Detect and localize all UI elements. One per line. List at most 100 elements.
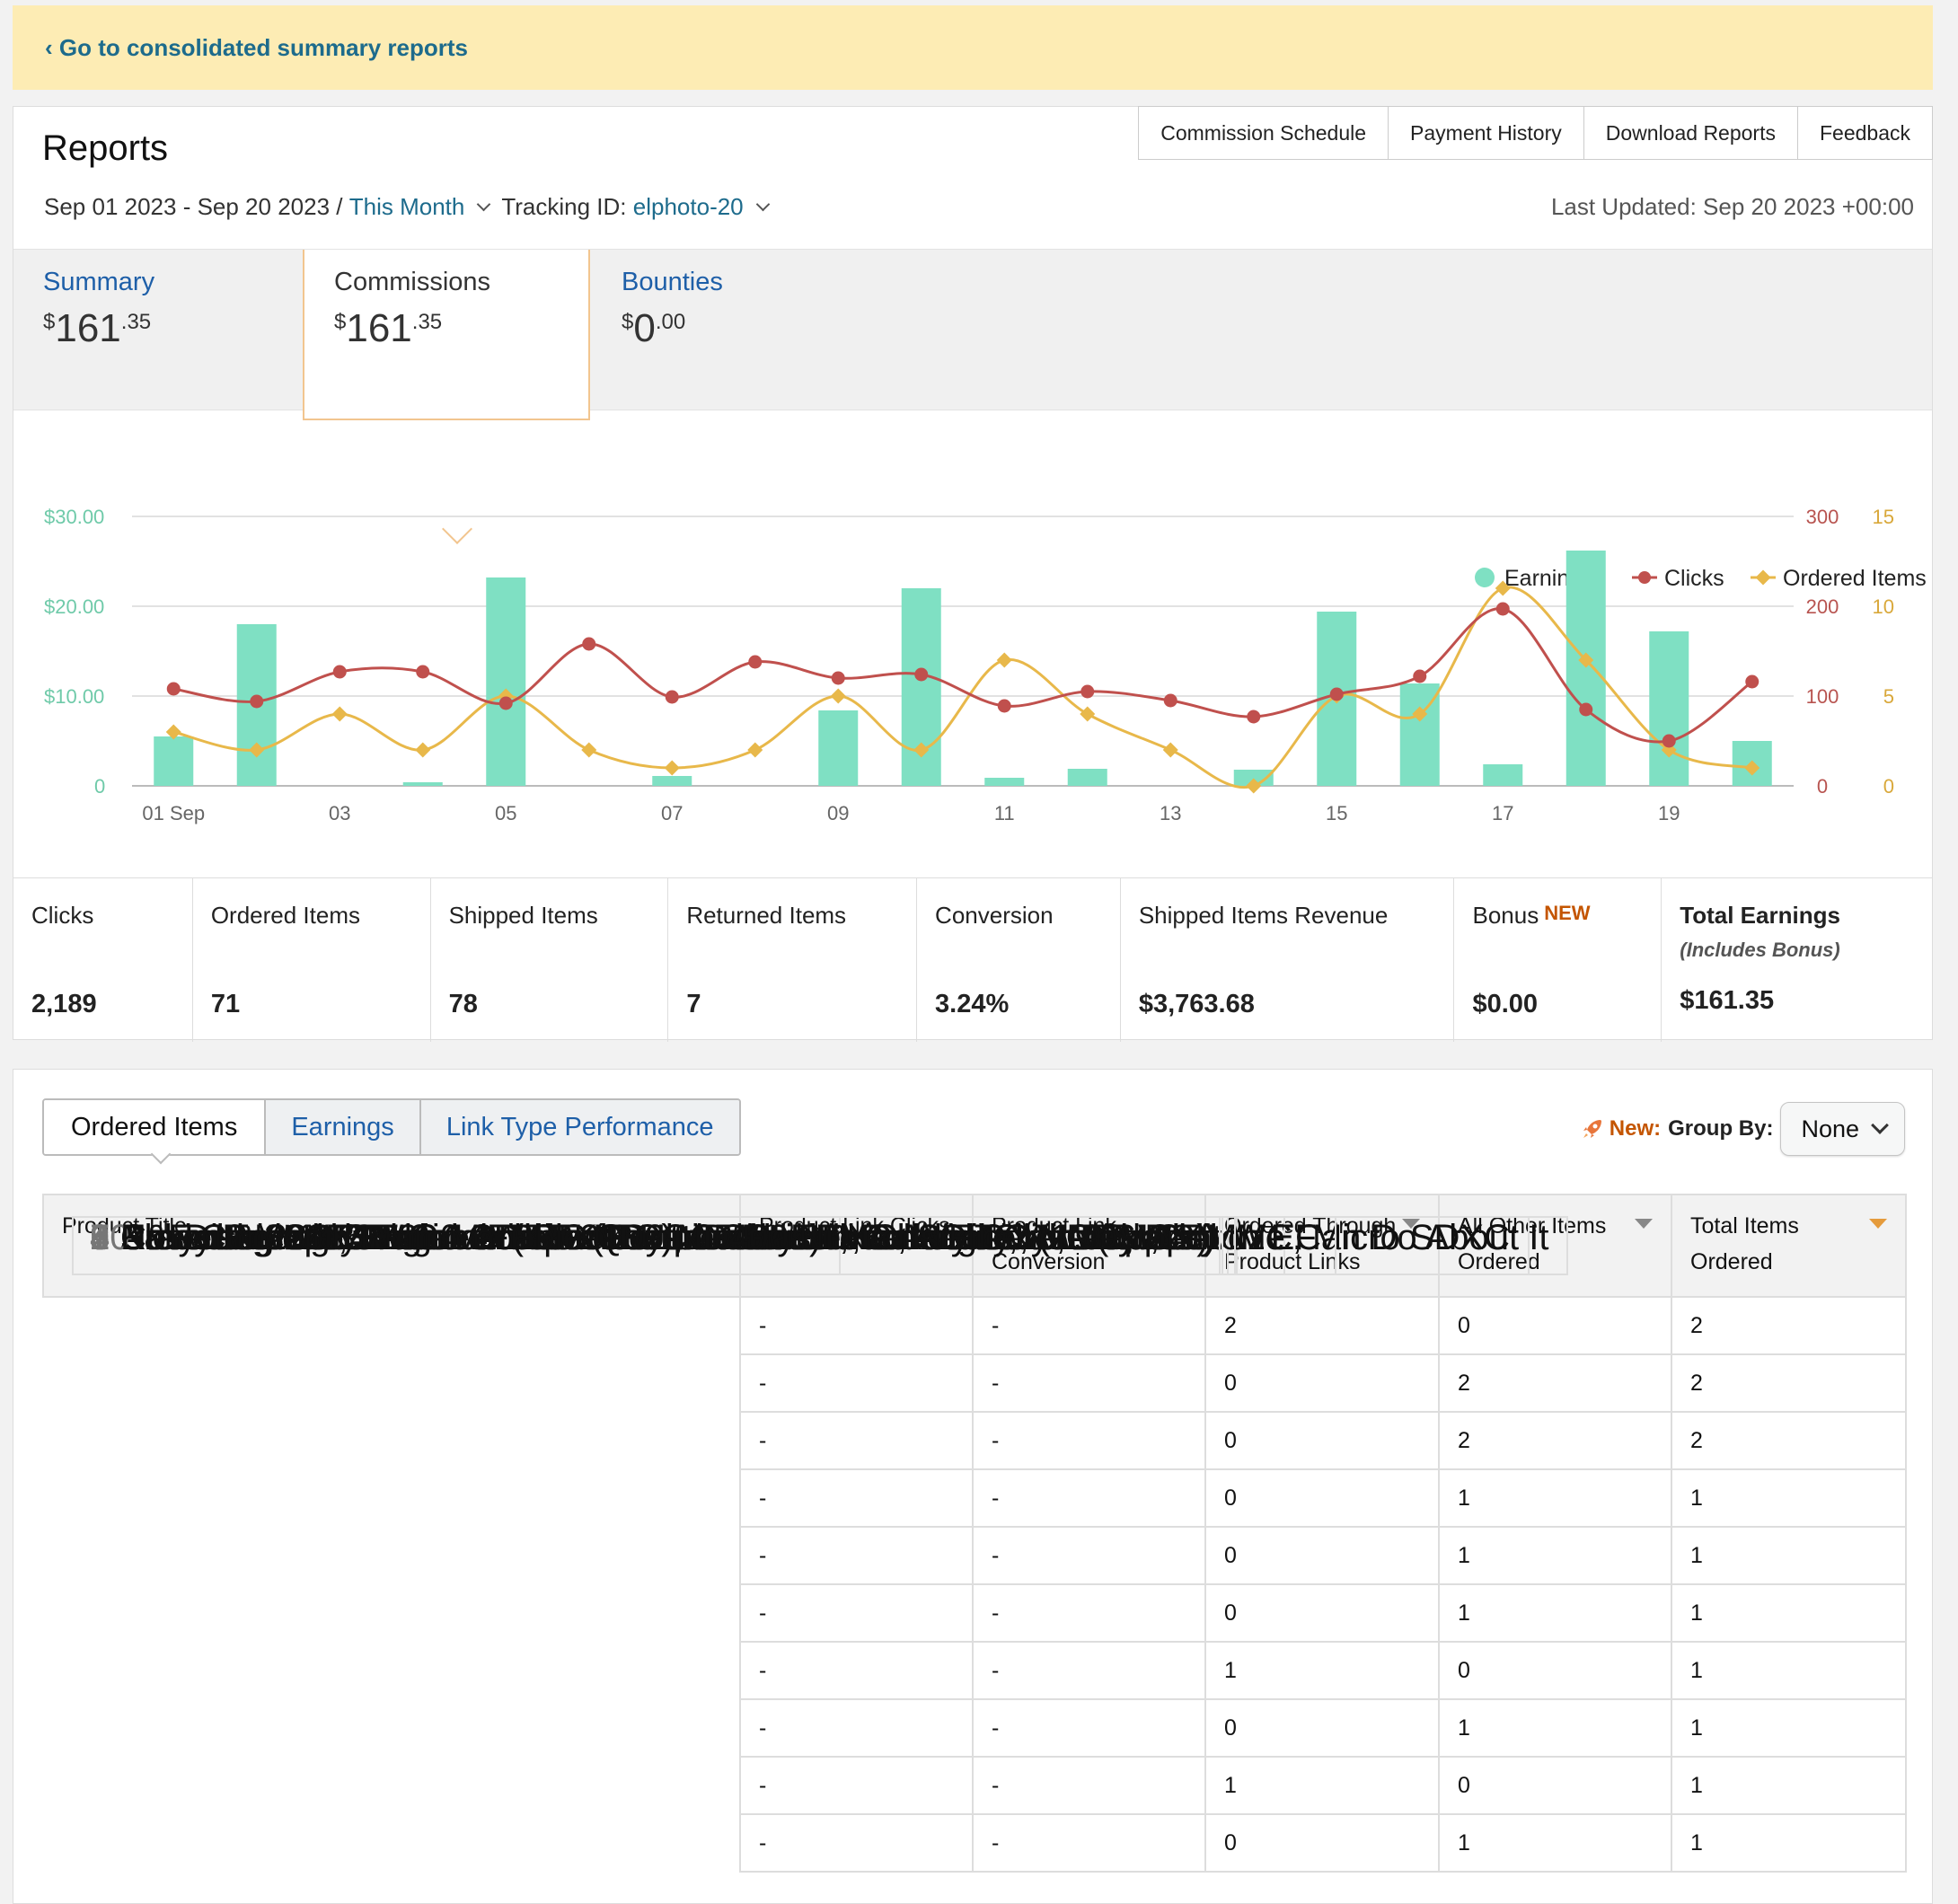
y-left-tick: $10.00	[44, 685, 104, 708]
cell-product-title[interactable]: 10K&F Concept 67mm Variable ND2-ND400 ND…	[72, 1216, 1236, 1275]
x-tick: 15	[1326, 802, 1347, 824]
legend-ordered-items[interactable]: Ordered Items	[1783, 566, 1927, 591]
y-right-ordered-tick: 15	[1873, 506, 1894, 528]
cell-link-conversion: -	[972, 1526, 1206, 1585]
tracking-id-selector[interactable]: elphoto-20	[632, 193, 744, 220]
sort-icon[interactable]	[1402, 1219, 1420, 1229]
clicks-point	[1579, 702, 1593, 717]
clicks-point	[166, 682, 181, 696]
cell-link-conversion: -	[972, 1756, 1206, 1815]
cell-total-items: 2	[1671, 1296, 1907, 1355]
product-title-link[interactable]: K&F Concept 67mm Variable ND2-ND400 ND L…	[120, 1218, 1216, 1257]
y-left-tick: 0	[94, 775, 105, 798]
cell-other-items: 2	[1438, 1411, 1672, 1470]
cell-total-items: 2	[1671, 1353, 1907, 1413]
col-total-items-ordered[interactable]: Total Items Ordered	[1671, 1194, 1907, 1298]
row-number: 5	[90, 1218, 110, 1257]
col-product-link-clicks[interactable]: Product Link Clicks	[739, 1194, 974, 1298]
cell-link-clicks: -	[739, 1698, 974, 1758]
metric-total-earnings: Total Earnings (Includes Bonus) $161.35	[1680, 902, 1840, 1015]
commission-schedule-button[interactable]: Commission Schedule	[1138, 106, 1389, 160]
tab-link-type-performance[interactable]: Link Type Performance	[419, 1100, 739, 1154]
cell-link-clicks: -	[739, 1526, 974, 1585]
legend-clicks[interactable]: Clicks	[1664, 566, 1724, 591]
earnings-bar	[1483, 764, 1523, 786]
ordered-items-point	[331, 706, 348, 722]
col-all-other-items[interactable]: All Other Items Ordered	[1438, 1194, 1672, 1298]
tab-commissions[interactable]: Commissions $161.35	[303, 250, 590, 420]
clicks-point	[1495, 602, 1510, 616]
row-number: 3	[90, 1218, 110, 1257]
y-right-clicks-tick: 0	[1817, 775, 1828, 798]
clicks-point	[1413, 669, 1427, 683]
bounties-amount: $0.00	[622, 306, 686, 350]
clicks-point	[831, 671, 845, 685]
tab-commissions-label: Commissions	[334, 268, 491, 296]
col-product-link-conversion[interactable]: Product Link Conversion	[972, 1194, 1206, 1298]
chevron-down-icon[interactable]	[755, 197, 770, 212]
tab-bounties-label: Bounties	[622, 268, 723, 296]
cell-link-conversion: -	[972, 1296, 1206, 1355]
cell-ordered-through: 2	[1204, 1296, 1440, 1355]
consolidated-banner: ‹ Go to consolidated summary reports	[13, 5, 1933, 90]
table-row: 6 Aleene's 23473 Fabric Fusion Permanent …	[43, 1216, 1907, 1643]
y-left-tick: $30.00	[44, 506, 104, 528]
ordered-items-point	[415, 742, 431, 758]
cell-total-items: 2	[1671, 1411, 1907, 1470]
rocket-icon	[1583, 1120, 1601, 1138]
group-by-select[interactable]: None	[1780, 1102, 1905, 1156]
download-reports-button[interactable]: Download Reports	[1583, 106, 1798, 160]
row-number: 8	[90, 1218, 110, 1257]
cell-ordered-through: 0	[1204, 1583, 1440, 1643]
earnings-bar	[486, 577, 526, 786]
payment-history-button[interactable]: Payment History	[1389, 106, 1584, 160]
tab-ordered-items[interactable]: Ordered Items	[44, 1100, 265, 1154]
ordered-items-point	[165, 724, 181, 740]
feedback-button[interactable]: Feedback	[1797, 106, 1933, 160]
cell-total-items: 1	[1671, 1526, 1907, 1585]
x-tick: 19	[1658, 802, 1680, 824]
earnings-bar	[154, 736, 194, 786]
back-to-consolidated-link[interactable]: ‹ Go to consolidated summary reports	[45, 33, 468, 61]
cell-link-conversion: -	[972, 1698, 1206, 1758]
cell-ordered-through: 0	[1204, 1411, 1440, 1470]
tab-summary-label: Summary	[43, 268, 155, 296]
tab-earnings[interactable]: Earnings	[264, 1100, 419, 1154]
period-selector[interactable]: This Month	[348, 193, 465, 220]
cell-ordered-through: 0	[1204, 1813, 1440, 1873]
reports-panel: Reports Commission Schedule Payment Hist…	[13, 106, 1933, 1042]
chevron-down-icon[interactable]	[477, 197, 491, 212]
metric-returned-items: Returned Items 7	[668, 878, 918, 1042]
ordered-items-point	[581, 742, 597, 758]
cell-link-conversion: -	[972, 1353, 1206, 1413]
cell-link-clicks: -	[739, 1296, 974, 1355]
earnings-bar	[984, 778, 1025, 786]
legend-clicks-icon	[1638, 571, 1651, 584]
metric-clicks: Clicks 2,189	[13, 878, 193, 1042]
ordered-items-point	[664, 760, 680, 776]
clicks-point	[1329, 687, 1344, 701]
metric-shipped-revenue: Shipped Items Revenue $3,763.68	[1121, 878, 1455, 1042]
y-right-ordered-tick: 10	[1873, 595, 1894, 618]
ordered-items-table: Product Title Product Link Clicks Produc…	[42, 1194, 1907, 1873]
tab-bounties[interactable]: Bounties $0.00	[592, 250, 879, 411]
sort-icon[interactable]	[1635, 1219, 1653, 1229]
legend-ordered-icon	[1755, 569, 1771, 586]
ordered-items-point	[249, 742, 265, 758]
cell-ordered-through: 1	[1204, 1756, 1440, 1815]
summary-amount: $161.35	[43, 306, 152, 350]
x-tick: 01 Sep	[142, 802, 205, 824]
summary-tabs: Summary $161.35 Commissions $161.35 Boun…	[13, 249, 1932, 420]
table-header-row: Product Title Product Link Clicks Produc…	[42, 1194, 1907, 1298]
earnings-bar	[1067, 769, 1107, 786]
sort-active-icon[interactable]	[1869, 1219, 1887, 1229]
clicks-point	[665, 690, 679, 704]
cell-other-items: 1	[1438, 1698, 1672, 1758]
tab-summary[interactable]: Summary $161.35	[13, 250, 301, 411]
table-row: 4 Never Enough: When Achievement Culture …	[43, 1216, 1907, 1528]
earnings-bar	[402, 782, 443, 786]
legend-earnings-icon	[1475, 568, 1495, 587]
col-product-title[interactable]: Product Title	[42, 1194, 741, 1298]
cell-link-clicks: -	[739, 1641, 974, 1700]
x-tick: 03	[329, 802, 350, 824]
